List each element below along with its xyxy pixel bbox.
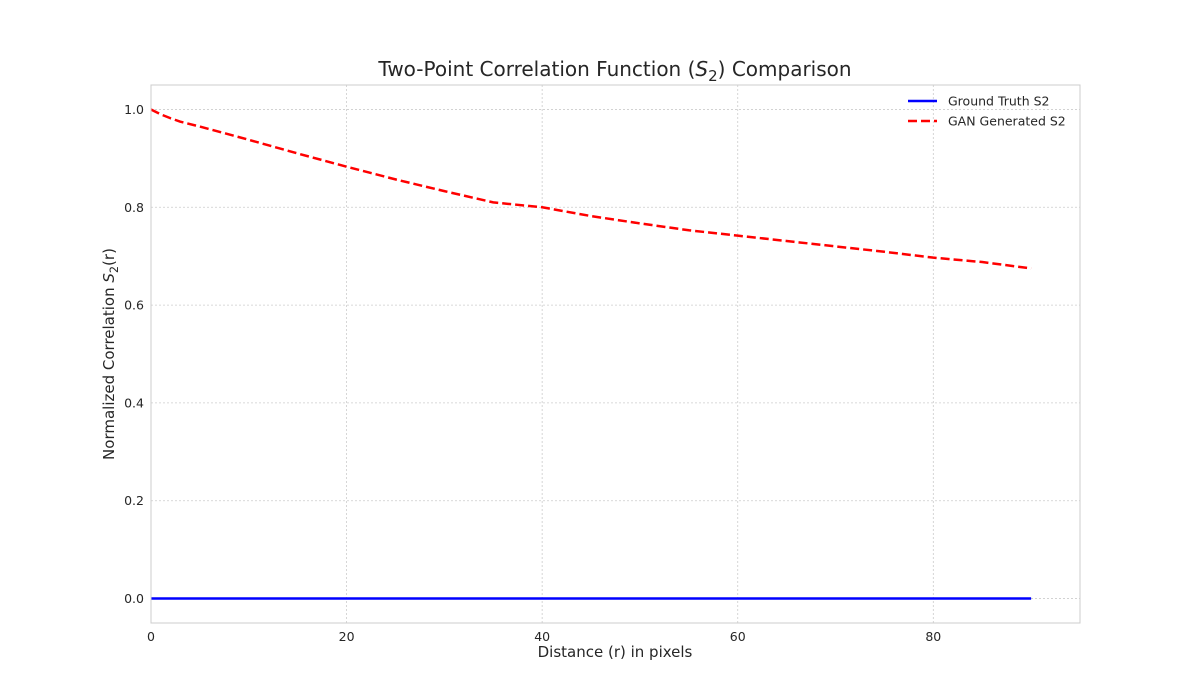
legend-label: Ground Truth S2: [948, 94, 1050, 109]
x-axis-label: Distance (r) in pixels: [538, 643, 693, 661]
y-tick-label: 0.8: [124, 200, 144, 215]
y-axis-label-symbol: S: [100, 273, 118, 283]
y-axis-label-before: Normalized Correlation: [100, 283, 118, 460]
chart-title-after: ) Comparison: [718, 57, 852, 81]
x-tick-label: 0: [147, 629, 155, 644]
series-line: [150, 108, 1032, 270]
plot-frame: [150, 84, 1081, 624]
series-layer: [150, 108, 1032, 600]
y-tick-labels: 0.0 0.2 0.4 0.6 0.8 1.0: [124, 102, 144, 606]
x-tick-label: 40: [534, 629, 550, 644]
legend-label: GAN Generated S2: [948, 114, 1066, 129]
x-tick-label: 80: [925, 629, 941, 644]
y-tick-label: 1.0: [124, 102, 144, 117]
y-tick-label: 0.6: [124, 298, 144, 313]
x-tick-label: 20: [339, 629, 355, 644]
y-tick-label: 0.2: [124, 493, 144, 508]
grid-layer: [150, 85, 1080, 623]
chart-title-before: Two-Point Correlation Function (: [377, 57, 695, 81]
y-tick-label: 0.4: [124, 395, 144, 410]
y-tick-label: 0.0: [124, 591, 144, 606]
y-axis-label-sub: 2: [108, 266, 121, 273]
chart-title: Two-Point Correlation Function (S2) Comp…: [377, 57, 851, 85]
x-tick-label: 60: [730, 629, 746, 644]
legend: Ground Truth S2 GAN Generated S2: [908, 94, 1066, 129]
y-axis-label: Normalized Correlation S2(r): [100, 248, 121, 460]
chart-title-symbol: S: [695, 57, 708, 81]
chart-title-sub: 2: [708, 67, 718, 85]
y-axis-label-after: (r): [100, 248, 118, 266]
x-tick-labels: 0 20 40 60 80: [147, 629, 941, 644]
